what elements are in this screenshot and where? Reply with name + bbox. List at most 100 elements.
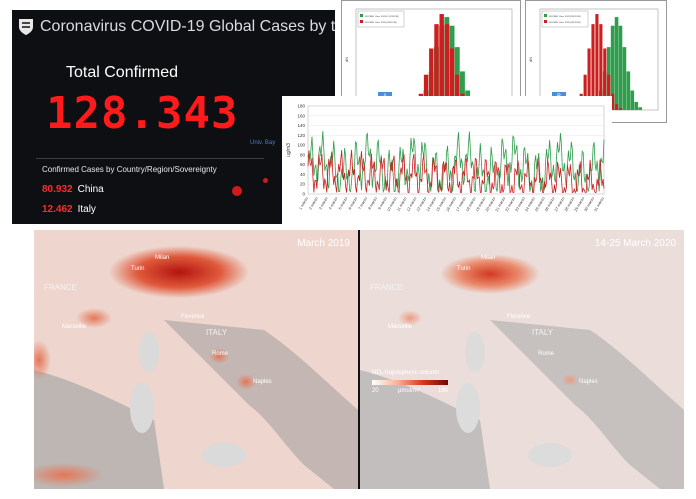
country-row-italy: 12.462 Italy — [42, 204, 96, 215]
bar-series-1 — [638, 107, 642, 110]
x-tick-label: 23 marzo — [515, 196, 526, 212]
y-tick-label: 160 — [297, 113, 305, 118]
map-case-dot — [232, 186, 242, 196]
map-title: March 2019 — [297, 238, 350, 249]
legend-box — [357, 10, 405, 28]
bar-series-1 — [634, 101, 639, 110]
x-tick-label: 7 marzo — [358, 197, 368, 211]
city-label-rome: Rome — [538, 351, 555, 357]
city-label-florence: Florence — [507, 314, 531, 320]
legend-swatch — [360, 20, 363, 23]
x-tick-label: 14 marzo — [426, 197, 437, 213]
x-tick-label: 11 marzo — [396, 197, 407, 212]
x-tick-label: 1 marzo — [299, 197, 309, 211]
x-tick-label: 8 marzo — [368, 197, 378, 211]
x-tick-label: 5 marzo — [338, 197, 348, 211]
x-tick-label: 19 marzo — [475, 197, 486, 213]
dashboard-divider — [36, 158, 264, 159]
bar-series-2 — [434, 24, 439, 110]
x-tick-label: 31 marzo — [593, 197, 604, 213]
bar-series-2 — [429, 48, 434, 110]
legend-swatch — [544, 20, 547, 23]
city-label-turin: Turin — [457, 266, 471, 272]
country-name: China — [77, 184, 104, 195]
bar-series-2 — [449, 48, 455, 110]
country-row-china: 80.932 China — [42, 184, 104, 195]
bar-series-2 — [595, 14, 599, 110]
y-axis-label: dN — [344, 57, 349, 62]
university-shield-icon — [19, 19, 33, 35]
legend-color-bar — [372, 380, 448, 385]
region-label-italy: ITALY — [206, 328, 228, 337]
bar-series-2 — [587, 48, 591, 110]
bar-series-2 — [439, 14, 444, 110]
x-tick-label: 16 marzo — [445, 197, 456, 213]
y-tick-label: 140 — [297, 123, 305, 128]
x-tick-label: 29 marzo — [574, 197, 585, 213]
bar-series-1 — [460, 71, 465, 110]
x-tick-label: 4 marzo — [328, 197, 338, 211]
x-tick-label: 15 marzo — [436, 197, 447, 213]
bar-series-2 — [423, 74, 429, 110]
line-series-1 — [307, 131, 605, 194]
city-label-florence: Florence — [181, 314, 205, 320]
x-tick-label: 24 marzo — [524, 197, 535, 213]
x-tick-label: 26 marzo — [544, 197, 555, 213]
bar-series-1 — [630, 90, 635, 110]
bar-series-1 — [622, 47, 627, 110]
y-tick-label: 180 — [297, 104, 305, 109]
region-label-france: FRANCE — [370, 283, 403, 292]
legend-entry: DISTRIB. Class 2019 (1-2019 PM) — [365, 16, 399, 18]
y-axis-label: dN — [528, 57, 533, 62]
bar-series-2 — [618, 108, 623, 110]
x-tick-label: 18 marzo — [465, 197, 476, 213]
country-list-header: Confirmed Cases by Country/Region/Sovere… — [42, 165, 217, 174]
x-tick-label: 9 marzo — [377, 197, 387, 211]
country-name: Italy — [77, 204, 96, 215]
x-tick-label: 27 marzo — [554, 197, 565, 213]
bar-series-1 — [610, 25, 615, 110]
map-background-2020 — [360, 230, 684, 489]
city-label-naples: Naples — [579, 379, 598, 385]
map-case-dot — [263, 178, 268, 183]
city-label-rome: Rome — [212, 351, 229, 357]
y-tick-label: 0 — [302, 192, 305, 197]
total-confirmed-label: Total Confirmed — [66, 64, 179, 81]
no2-map-2020: 14-25 March 2020 Milan Turin Florence Ro… — [360, 230, 684, 489]
x-tick-label: 22 marzo — [505, 197, 516, 213]
region-label-italy: ITALY — [532, 328, 554, 337]
city-label-marseille: Marseille — [62, 324, 87, 330]
bar-series-1 — [626, 71, 631, 110]
bar-series-2 — [583, 74, 587, 110]
y-tick-label: 20 — [300, 182, 306, 187]
bar-series-1 — [618, 25, 623, 110]
y-tick-label: 100 — [297, 143, 305, 148]
legend-max: 160 — [438, 388, 449, 394]
legend-title: NO₂ tropospheric column — [372, 370, 440, 376]
dashboard-title: Coronavirus COVID-19 Global Cases by the… — [40, 18, 335, 35]
x-tick-label: 10 marzo — [386, 197, 397, 213]
bar-series-1 — [614, 17, 619, 110]
legend-box — [541, 10, 589, 28]
region-label-france: FRANCE — [44, 283, 77, 292]
no2-map-2019: March 2019 Milan Turin Florence Rome Nap… — [34, 230, 358, 489]
legend-min: 20 — [372, 388, 379, 394]
city-label-milan: Milan — [481, 255, 496, 261]
x-tick-label: 6 marzo — [348, 197, 358, 211]
country-count: 80.932 — [42, 184, 73, 195]
city-label-marseille: Marseille — [388, 324, 413, 330]
x-tick-label: 13 marzo — [416, 197, 427, 213]
bar-series-2 — [615, 104, 619, 110]
timeseries-panel: 0 20 40 60 80 100 120 140 160 180 ug/m3 1 marzo 2 ma… — [282, 96, 612, 230]
x-tick-label: 17 marzo — [455, 197, 466, 213]
map-background-2019 — [34, 230, 358, 489]
y-tick-label: 60 — [300, 162, 306, 167]
bar-series-2 — [599, 24, 603, 110]
legend-entry: DISTRIB. Class 2019 (PM 2019) — [549, 16, 581, 18]
city-label-milan: Milan — [155, 255, 170, 261]
bar-series-2 — [611, 93, 615, 110]
legend-entry: DISTRIB. Class 2020 (2020 PM) — [365, 22, 397, 24]
bar-series-2 — [444, 24, 450, 110]
legend-unit: µmol/m² — [398, 388, 420, 394]
line-series-2 — [307, 149, 605, 194]
